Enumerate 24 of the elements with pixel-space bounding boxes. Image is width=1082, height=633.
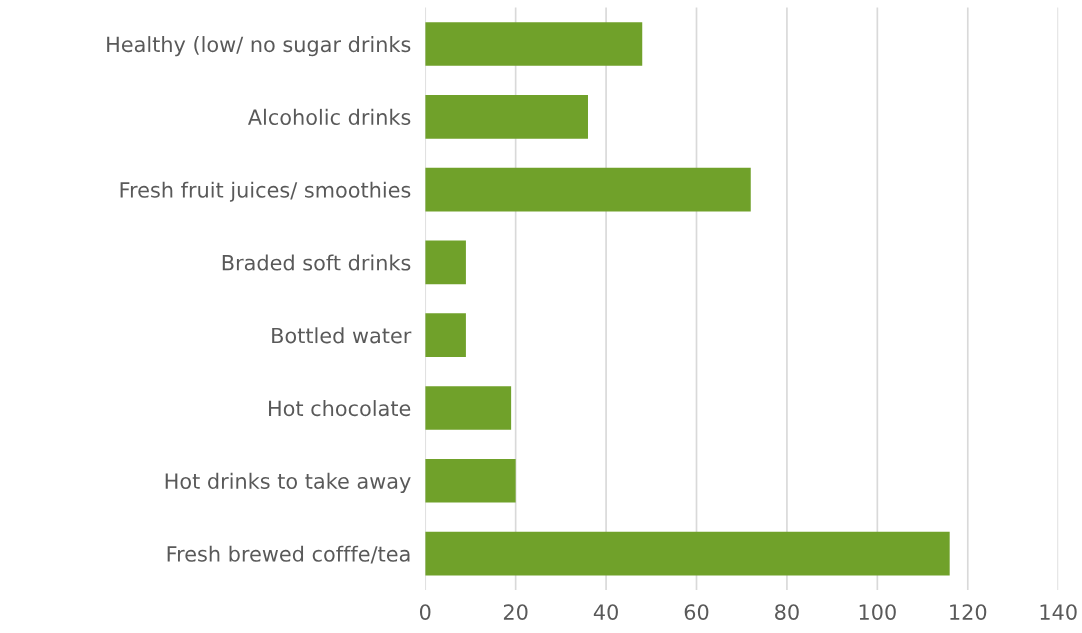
x-tick-label: 80: [775, 604, 799, 620]
bar: [425, 167, 751, 212]
x-tick-label: 140: [1040, 604, 1077, 620]
bar: [425, 458, 516, 503]
x-tick-label: 20: [503, 604, 528, 620]
bar: [425, 313, 466, 358]
x-tick-label: 40: [593, 604, 618, 620]
y-tick-label: Fresh fruit juices/ smoothies: [120, 181, 411, 202]
y-tick-label: Alcoholic drinks: [247, 108, 411, 125]
bar: [425, 386, 512, 430]
bar: [425, 240, 466, 285]
y-tick-label: Bottled water: [272, 327, 412, 344]
bar: [425, 531, 950, 576]
bar: [425, 22, 643, 66]
x-tick-label: 0: [419, 604, 431, 620]
bar: [425, 94, 588, 139]
x-tick-label: 60: [684, 604, 709, 620]
y-tick-label: Hot chocolate: [269, 400, 411, 417]
y-tick-label: Braded soft drinks: [222, 254, 411, 271]
y-tick-label: Fresh brewed cofffe/tea: [167, 545, 410, 564]
y-tick-label: Healthy (low/ no sugar drinks: [107, 36, 411, 57]
x-tick-label: 100: [859, 604, 896, 620]
x-tick-label: 120: [950, 604, 987, 620]
y-tick-label: Hot drinks to take away: [165, 472, 411, 494]
